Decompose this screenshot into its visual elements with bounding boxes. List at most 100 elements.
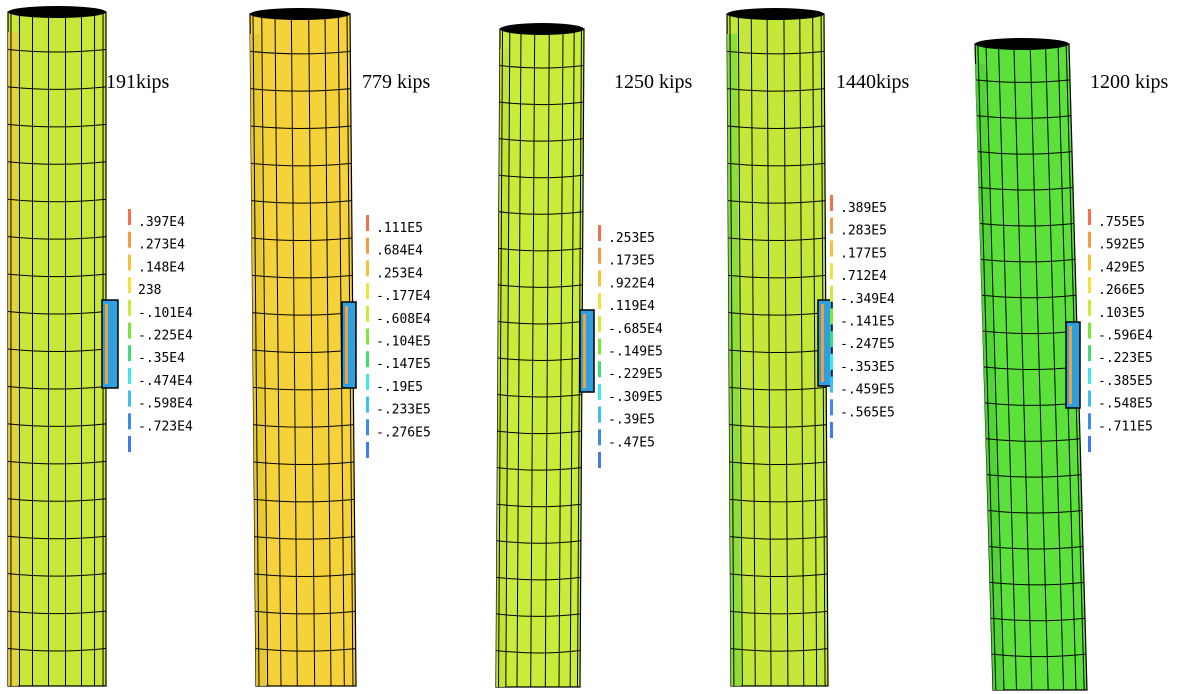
mesh-line-ring xyxy=(7,610,107,615)
mesh-line-ring xyxy=(7,161,107,165)
mesh-line-ring xyxy=(730,536,828,540)
legend-swatch xyxy=(598,361,601,378)
legend-swatch xyxy=(830,308,833,325)
mesh-line-vertical xyxy=(530,28,536,688)
legend-value: .389E5 xyxy=(840,201,887,216)
legend-value: -.309E5 xyxy=(608,390,663,405)
column-edge-band xyxy=(727,34,741,686)
legend-swatch xyxy=(598,315,601,332)
mesh-line-ring xyxy=(729,461,827,465)
mesh-line-ring xyxy=(496,576,581,581)
legend-value: .429E5 xyxy=(1098,260,1145,275)
legend-value: -.177E4 xyxy=(376,289,431,304)
legend-swatch xyxy=(1088,436,1091,452)
mesh-line-ring xyxy=(727,88,825,92)
legend-swatch xyxy=(128,322,131,339)
mesh-line-ring xyxy=(251,162,352,167)
legend-swatch xyxy=(366,328,369,345)
mesh-line-ring xyxy=(975,79,1071,83)
load-label: 191kips xyxy=(106,71,170,93)
mesh-line-ring xyxy=(7,198,107,203)
legend-swatch xyxy=(1088,254,1091,271)
load-label: 1200 kips xyxy=(1090,71,1169,93)
legend-swatch xyxy=(830,331,833,348)
jacket-patch xyxy=(1065,321,1081,409)
mesh-line-ring xyxy=(496,649,581,654)
mesh-line-ring xyxy=(727,50,825,55)
legend-swatch xyxy=(830,195,833,211)
legend-swatch xyxy=(598,293,601,310)
legend-value: .148E4 xyxy=(138,260,185,275)
legend-swatch xyxy=(830,263,833,280)
legend-value: -.474E4 xyxy=(138,374,193,389)
legend-value: .119E4 xyxy=(608,299,655,314)
legend-value: .253E5 xyxy=(608,231,655,246)
legend-swatch xyxy=(366,260,369,277)
jacket-patch-band xyxy=(1069,326,1072,404)
legend-swatch xyxy=(830,422,833,438)
legend-value: -.608E4 xyxy=(376,312,431,327)
legend-value: -.723E4 xyxy=(138,419,193,434)
load-label: 779 kips xyxy=(362,71,431,93)
mesh-line-ring xyxy=(7,123,107,128)
mesh-line-ring xyxy=(499,174,584,179)
column-top-cap xyxy=(500,23,584,35)
mesh-line-vertical xyxy=(261,13,269,687)
legend-swatch xyxy=(598,429,601,446)
mesh-line-ring xyxy=(985,438,1081,442)
mesh-line-ring xyxy=(499,65,584,69)
mesh-line-ring xyxy=(7,498,107,502)
mesh-line-ring xyxy=(728,349,827,353)
mesh-line-ring xyxy=(250,50,351,55)
mesh-line-ring xyxy=(7,423,107,427)
column-edge-band xyxy=(975,64,1003,690)
mesh-line-ring xyxy=(499,101,584,106)
legend-value: -.19E5 xyxy=(376,380,423,395)
mesh-line-ring xyxy=(979,222,1075,227)
legend-swatch xyxy=(128,345,131,362)
legend-swatch xyxy=(598,452,601,468)
legend-value: -.101E4 xyxy=(138,306,193,321)
mesh-line-vertical xyxy=(516,28,522,688)
legend-value: -.565E5 xyxy=(840,405,895,420)
legend-value: .922E4 xyxy=(608,276,655,291)
mesh-line-ring xyxy=(498,320,583,325)
legend-value: .253E4 xyxy=(376,266,423,281)
legend-swatch xyxy=(598,338,601,355)
mesh-line-ring xyxy=(729,424,827,428)
column-body xyxy=(249,13,357,687)
legend-swatch xyxy=(366,283,369,300)
legend-swatch xyxy=(1088,209,1091,225)
legend-swatch xyxy=(598,383,601,400)
jacket-patch xyxy=(341,301,357,389)
legend-value: -.711E5 xyxy=(1098,419,1153,434)
mesh-line-ring xyxy=(255,610,356,615)
legend-swatch xyxy=(128,413,131,430)
mesh-line-ring xyxy=(7,236,107,240)
panel-2: 779 kips .111E5 .684E4 .253E4 -.177E4 -.608E4… xyxy=(249,8,431,687)
mesh-line-ring xyxy=(729,386,827,391)
legend-value: -.459E5 xyxy=(840,383,895,398)
mesh-line-ring xyxy=(986,474,1082,478)
mesh-line-vertical xyxy=(998,43,1017,691)
legend-value: .283E5 xyxy=(840,224,887,239)
mesh-line-ring xyxy=(991,653,1087,658)
mesh-line-ring xyxy=(497,430,582,435)
mesh-line-vertical xyxy=(569,28,575,688)
legend-value: 238 xyxy=(138,283,161,298)
legend-value: -.276E5 xyxy=(376,425,431,440)
mesh-line-ring xyxy=(497,467,582,471)
jacket-patch xyxy=(101,299,119,389)
mesh-line-ring xyxy=(7,573,107,577)
mesh-line-vertical xyxy=(766,13,772,687)
mesh-line-ring xyxy=(978,187,1074,191)
mesh-line-ring xyxy=(7,48,107,53)
load-label: 1250 kips xyxy=(614,71,693,93)
mesh-line-vertical xyxy=(274,13,282,687)
mesh-line-ring xyxy=(980,258,1076,263)
column-top-cap xyxy=(727,8,824,20)
legend-swatch xyxy=(1088,322,1091,339)
legend-value: -.229E5 xyxy=(608,367,663,382)
mesh-line-ring xyxy=(496,540,581,544)
legend-value: -.349E4 xyxy=(840,292,895,307)
